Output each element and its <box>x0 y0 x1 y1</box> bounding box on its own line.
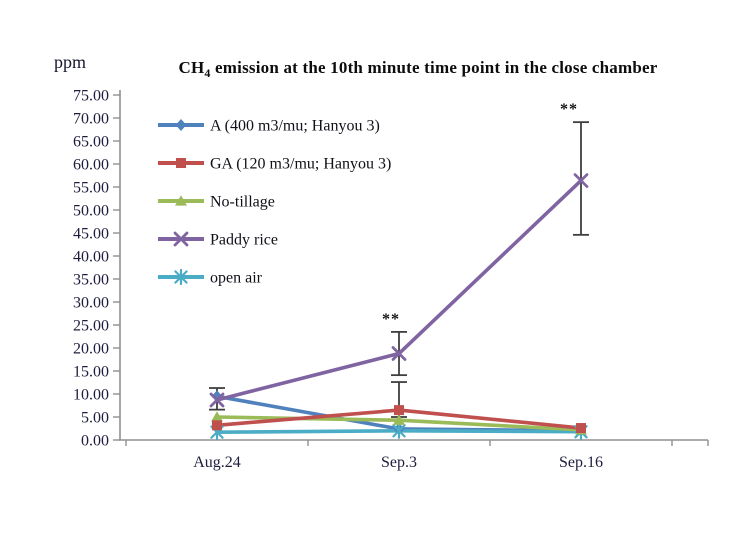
y-axis-tick-label: 15.00 <box>73 364 109 381</box>
y-axis-tick-label: 30.00 <box>73 295 109 312</box>
legend-item-label: A (400 m3/mu; Hanyou 3) <box>210 118 380 135</box>
data-point-marker <box>212 420 222 431</box>
legend-swatch-marker <box>173 231 189 247</box>
legend-item: open air <box>158 268 263 287</box>
y-axis-tick-label: 5.00 <box>81 410 109 427</box>
legend-item: No-tillage <box>158 194 275 211</box>
x-axis-category-label: Sep.16 <box>559 454 603 471</box>
legend-item: A (400 m3/mu; Hanyou 3) <box>158 118 380 135</box>
significance-annotation: ** <box>560 101 578 118</box>
legend-item-label: open air <box>210 270 263 287</box>
legend-item-label: No-tillage <box>210 194 275 211</box>
y-axis-tick-label: 40.00 <box>73 249 109 266</box>
legend-item-label: Paddy rice <box>210 232 278 249</box>
data-point-marker <box>394 405 404 416</box>
y-axis-tick-label: 50.00 <box>73 203 109 220</box>
chart-title: CH4 emission at the 10th minute time poi… <box>118 58 718 81</box>
y-axis-unit-label: ppm <box>54 52 87 72</box>
data-point-marker <box>576 423 586 434</box>
y-axis-tick-label: 55.00 <box>73 180 109 197</box>
legend-item: Paddy rice <box>158 232 278 249</box>
chart-title-subscript: 4 <box>204 66 211 80</box>
x-axis-category-label: Aug.24 <box>193 454 241 471</box>
legend-item-label: GA (120 m3/mu; Hanyou 3) <box>210 156 391 173</box>
y-axis-tick-label: 10.00 <box>73 387 109 404</box>
significance-annotation: ** <box>382 311 400 328</box>
y-axis-tick-label: 75.00 <box>73 88 109 105</box>
legend-swatch-marker <box>176 158 186 168</box>
y-axis-tick-label: 60.00 <box>73 157 109 174</box>
y-axis-tick-label: 70.00 <box>73 111 109 128</box>
data-point-marker <box>573 173 589 188</box>
y-axis-tick-label: 45.00 <box>73 226 109 243</box>
data-point-marker <box>392 422 406 439</box>
y-axis-tick-label: 35.00 <box>73 272 109 289</box>
legend-item: GA (120 m3/mu; Hanyou 3) <box>158 156 391 173</box>
legend-swatch-marker <box>175 119 187 131</box>
data-point-marker <box>209 392 225 408</box>
error-bar <box>573 121 589 236</box>
data-point-marker <box>393 414 405 425</box>
y-axis-tick-label: 25.00 <box>73 318 109 335</box>
y-axis-tick-label: 65.00 <box>73 134 109 151</box>
legend-swatch-marker <box>175 195 187 206</box>
legend-swatch-marker <box>174 268 188 286</box>
y-axis-tick-label: 0.00 <box>81 433 109 450</box>
data-point-marker <box>391 346 407 361</box>
chart-title-rest: emission at the 10th minute time point i… <box>210 58 658 77</box>
y-axis-tick-label: 20.00 <box>73 341 109 358</box>
x-axis-category-label: Sep.3 <box>381 454 417 471</box>
chart-title-prefix: CH <box>178 58 205 77</box>
data-point-marker <box>211 411 223 422</box>
